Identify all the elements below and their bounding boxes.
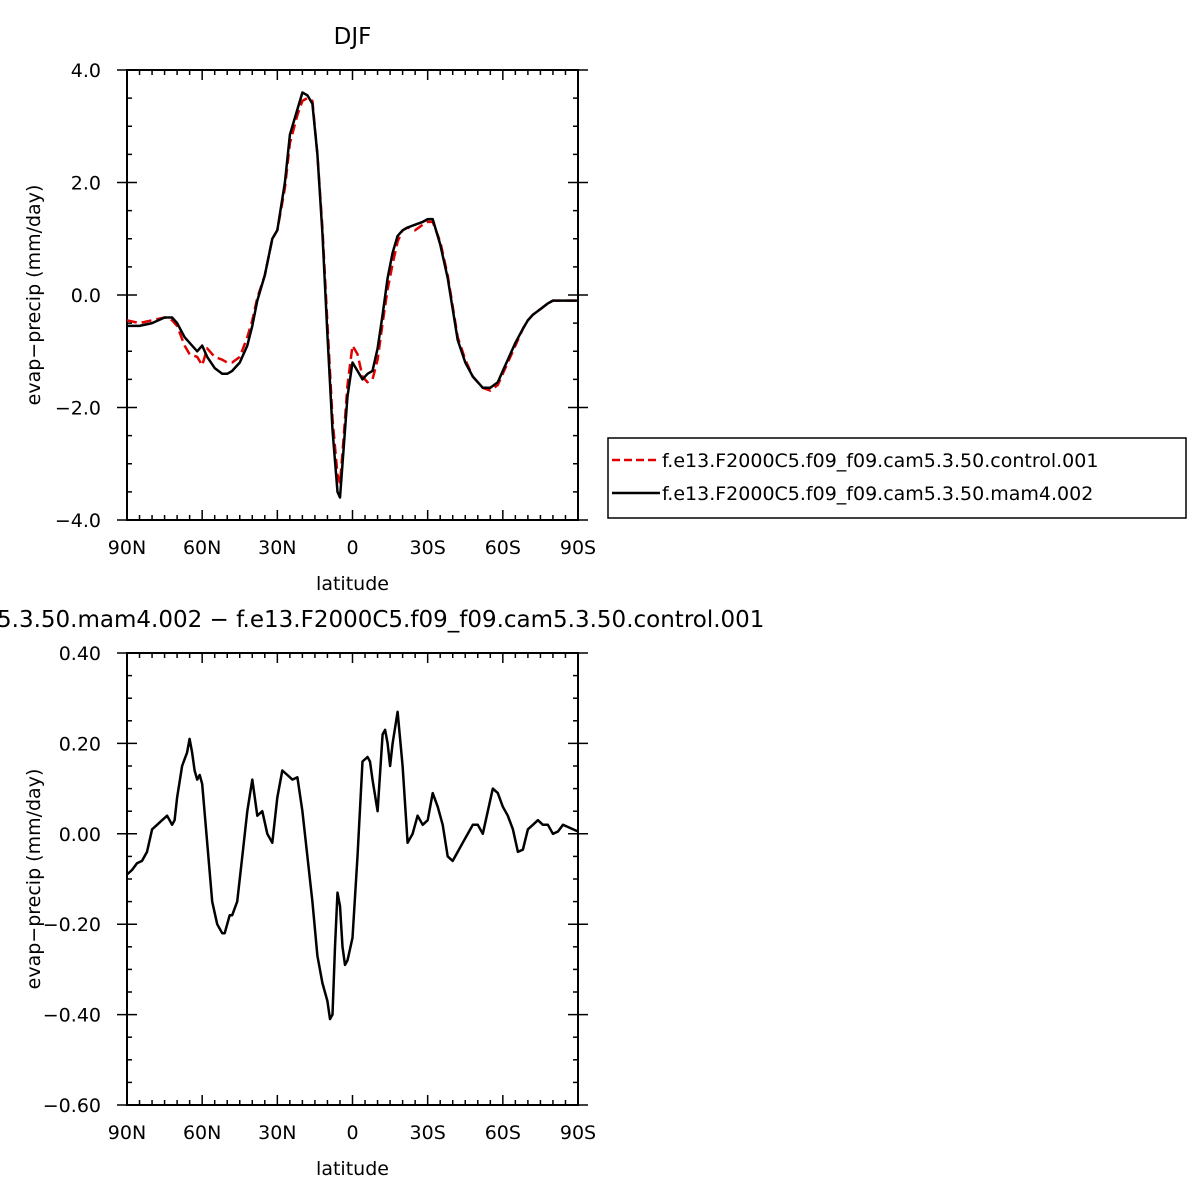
y-tick-label: 0.20 (59, 733, 101, 755)
x-tick-label: 30S (410, 1122, 446, 1144)
x-tick-label: 60N (183, 1122, 221, 1144)
plot-1: 90N 60N 30N 0 30S 60S 90S 4.0 2.0 0.0 −2.0 −4.0 lati… (23, 24, 596, 595)
chart-title: DJF (334, 24, 372, 50)
x-tick-label: 60N (183, 537, 221, 559)
legend: f.e13.F2000C5.f09_f09.cam5.3.50.control.… (607, 437, 1187, 519)
plot-frame (126, 69, 579, 521)
x-tick-label: 30N (258, 537, 296, 559)
y-tick-label: −4.0 (55, 510, 101, 532)
x-axis-label: latitude (316, 1158, 389, 1180)
x-tick-label: 30S (410, 537, 446, 559)
series-line-1 (127, 710, 578, 1021)
legend-box (607, 437, 1187, 519)
legend-label-2: f.e13.F2000C5.f09_f09.cam5.3.50.mam4.002 (662, 483, 1093, 505)
plot-2: 90N 60N 30N 0 30S 60S 90S 0.40 0.20 0.00 −0.20 −0.4… (0, 607, 764, 1180)
plot-frame (126, 652, 579, 1106)
y-tick-label: −0.20 (43, 914, 101, 936)
x-tick-label: 0 (346, 1122, 358, 1144)
y-tick-label: 0.40 (59, 643, 101, 665)
x-tick-label: 90S (560, 537, 596, 559)
y-axis-label: evap−precip (mm/day) (23, 769, 45, 990)
chart-title: .cam5.3.50.mam4.002 − f.e13.F2000C5.f09_… (0, 607, 764, 633)
y-axis-label: evap−precip (mm/day) (23, 185, 45, 406)
y-tick-label: −0.60 (43, 1095, 101, 1117)
y-tick-label: −2.0 (55, 398, 101, 420)
x-tick-label: 60S (485, 1122, 521, 1144)
x-tick-label: 0 (346, 537, 358, 559)
x-axis-label: latitude (316, 573, 389, 595)
x-tick-label: 30N (258, 1122, 296, 1144)
x-tick-label: 90N (108, 1122, 146, 1144)
legend-label-1: f.e13.F2000C5.f09_f09.cam5.3.50.control.… (662, 450, 1098, 472)
y-tick-label: 4.0 (71, 60, 101, 82)
x-tick-label: 90N (108, 537, 146, 559)
x-tick-label: 90S (560, 1122, 596, 1144)
x-tick-label: 60S (485, 537, 521, 559)
y-tick-label: 0.00 (59, 824, 101, 846)
series-line-2 (127, 91, 578, 499)
y-tick-label: 0.0 (71, 285, 101, 307)
series-line-1 (127, 96, 578, 485)
y-tick-label: 2.0 (71, 173, 101, 195)
y-tick-label: −0.40 (43, 1005, 101, 1027)
